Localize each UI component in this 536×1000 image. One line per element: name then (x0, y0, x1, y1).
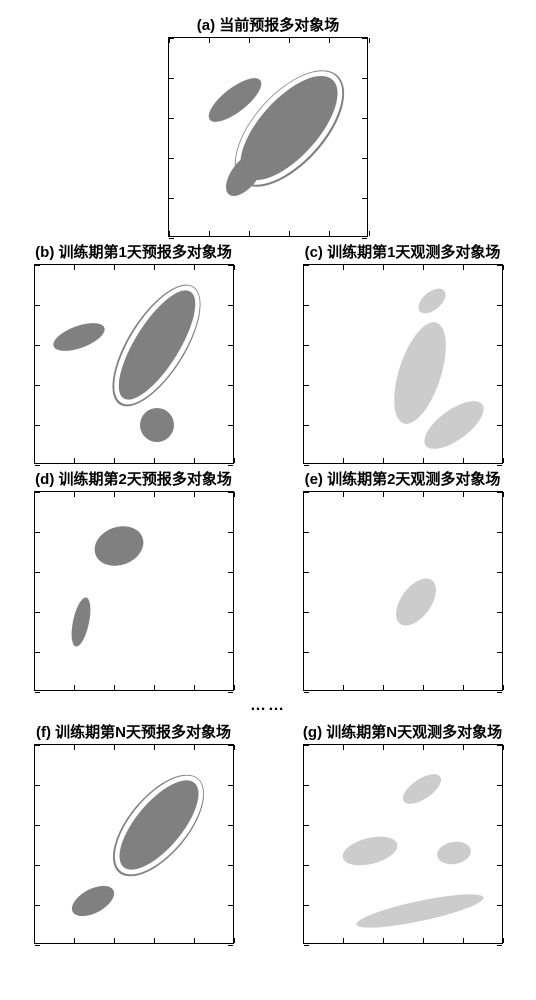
panel-title-f: (f) 训练期第N天预报多对象场 (36, 721, 231, 742)
panel-a: (a) 当前预报多对象场 (10, 10, 526, 237)
ellipse (89, 520, 149, 573)
ellipse (140, 408, 174, 442)
ellipse (435, 839, 472, 867)
ellipse (67, 880, 119, 923)
panel-title-d: (d) 训练期第2天预报多对象场 (35, 468, 232, 489)
panel-plot-d (34, 491, 234, 691)
panel-plot-c (303, 264, 503, 464)
ellipse (354, 888, 485, 935)
ellipse (339, 832, 400, 871)
panel-plot-g (303, 744, 503, 944)
panel-title-a: (a) 当前预报多对象场 (197, 14, 340, 35)
panel-e: (e) 训练期第2天观测多对象场 (279, 464, 526, 691)
ellipse (387, 571, 443, 632)
panel-plot-e (303, 491, 503, 691)
panel-g: (g) 训练期第N天观测多对象场 (279, 717, 526, 944)
panel-d: (d) 训练期第2天预报多对象场 (10, 464, 257, 691)
panel-title-g: (g) 训练期第N天观测多对象场 (303, 721, 502, 742)
panel-c: (c) 训练期第1天观测多对象场 (279, 237, 526, 464)
ellipse (49, 317, 107, 356)
panel-plot-a (168, 37, 368, 237)
ellipse (67, 596, 93, 648)
panel-plot-b (34, 264, 234, 464)
panel-b: (b) 训练期第1天预报多对象场 (10, 237, 257, 464)
ellipse (413, 284, 449, 318)
panel-title-b: (b) 训练期第1天预报多对象场 (35, 241, 232, 262)
panel-title-e: (e) 训练期第2天观测多对象场 (305, 468, 501, 489)
panel-title-c: (c) 训练期第1天观测多对象场 (305, 241, 501, 262)
ellipsis-row: …… (10, 697, 526, 715)
panel-f: (f) 训练期第N天预报多对象场 (10, 717, 257, 944)
figure-grid: (a) 当前预报多对象场 (b) 训练期第1天预报多对象场 (c) 训练期第1天观测… (10, 10, 526, 944)
panel-plot-f (34, 744, 234, 944)
ellipse (398, 768, 446, 809)
